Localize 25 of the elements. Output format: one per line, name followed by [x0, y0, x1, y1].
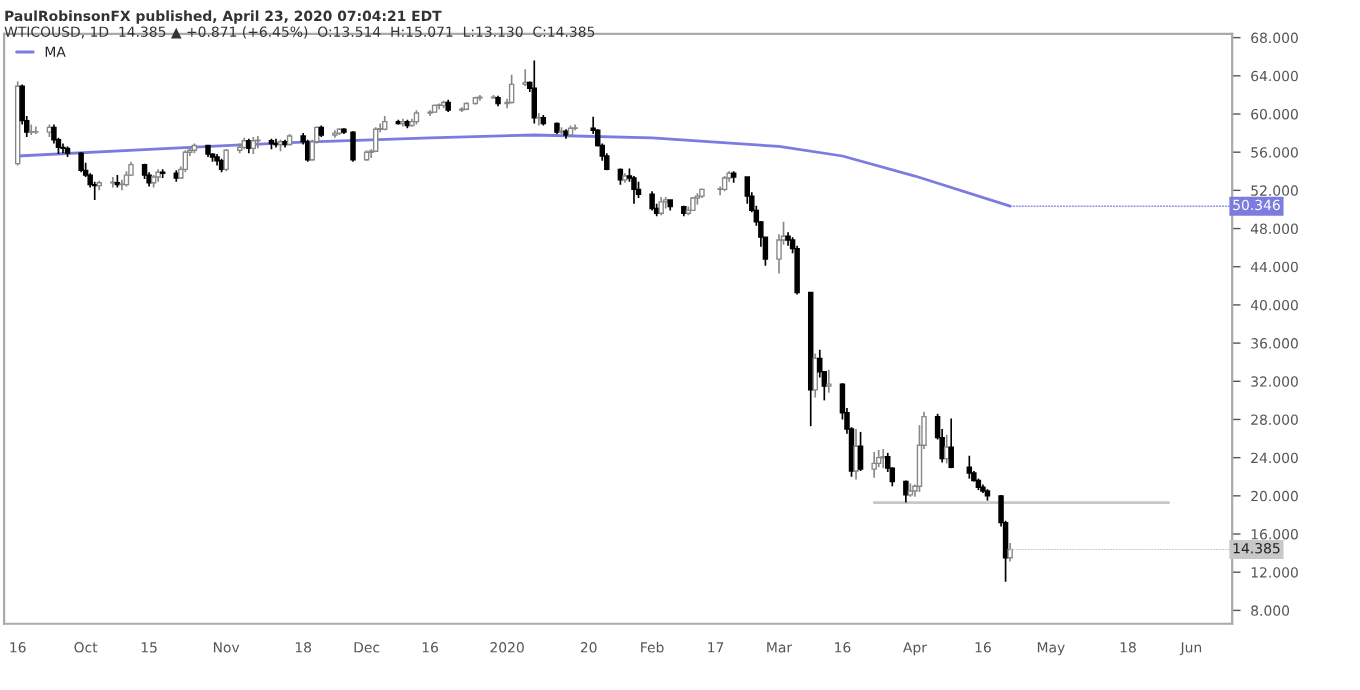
candlestick [78, 151, 84, 174]
candlestick [658, 196, 664, 217]
candlestick [159, 168, 166, 179]
candlestick [536, 112, 542, 127]
candlestick [91, 180, 98, 201]
candlestick [182, 149, 189, 174]
candlestick [871, 451, 877, 479]
candlestick [857, 431, 864, 472]
candlestick [649, 190, 655, 212]
candlestick [826, 368, 832, 394]
candlestick [223, 148, 229, 173]
candlestick [880, 448, 886, 469]
candlestick [817, 348, 823, 379]
candlestick [372, 126, 379, 154]
candlestick [853, 428, 859, 481]
candlestick [794, 244, 800, 296]
candlestick [531, 59, 538, 125]
candlestick [1007, 542, 1013, 563]
candlestick [631, 175, 637, 205]
candlestick [522, 68, 528, 88]
candlestick [508, 74, 515, 105]
candlestick [744, 176, 751, 205]
candlestick [33, 125, 39, 135]
candlestick [28, 123, 35, 136]
candlestick [948, 417, 954, 469]
